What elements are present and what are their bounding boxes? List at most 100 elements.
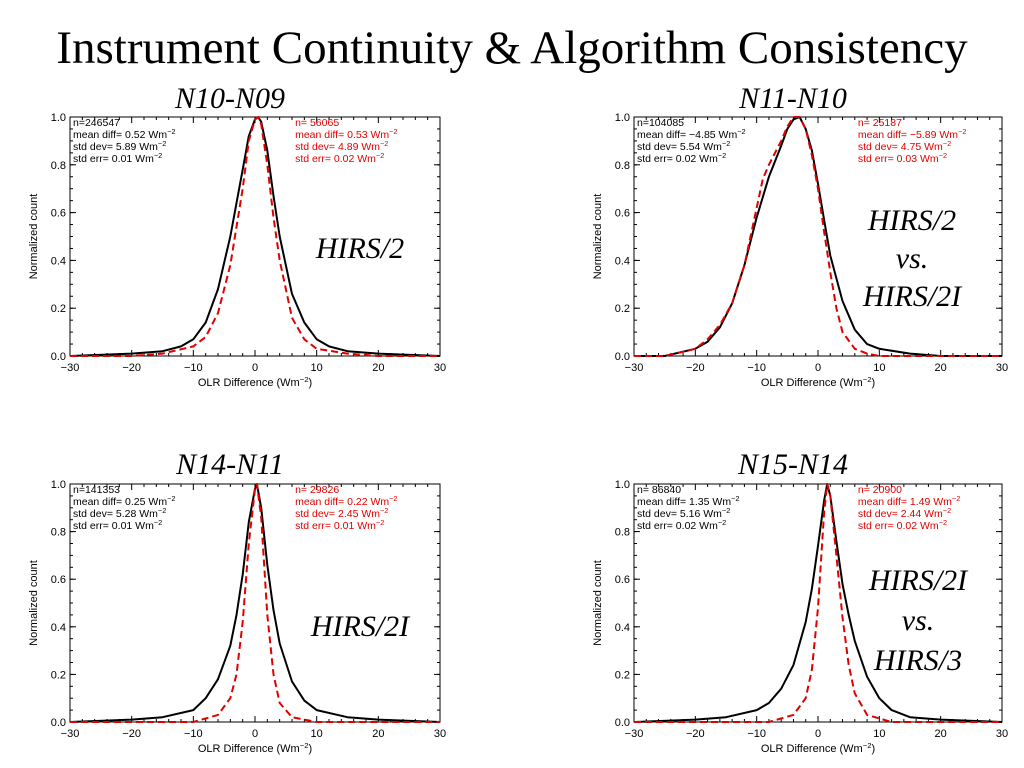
x-axis-label: OLR Difference (Wm−2): [198, 375, 312, 390]
y-tick-label: 1.0: [51, 112, 66, 124]
x-tick-label: 30: [434, 362, 446, 374]
stats-black-line: mean diff= −4.85 Wm−2: [637, 127, 746, 142]
instrument-annotation: vs.: [896, 242, 929, 275]
y-tick-label: 0.4: [615, 255, 630, 267]
y-tick-label: 0.4: [615, 622, 630, 634]
series-line-red-dashed: [634, 116, 1002, 357]
y-tick-label: 0.0: [615, 351, 630, 363]
chart-panel-3: −30 −20 −10 0 10 20 30 0.0 0.2 0.4 0.6 0.8 1.0 OLR Di…: [28, 448, 446, 755]
y-tick-label: 0.2: [615, 303, 630, 315]
stats-black-line: n=104085: [637, 117, 684, 129]
instrument-annotation: HIRS/2: [315, 232, 404, 265]
x-tick-label: −20: [122, 362, 141, 374]
x-tick-label: 10: [311, 362, 323, 374]
stats-black-line: n= 86840: [637, 484, 681, 496]
y-axis-label: Normalized count: [592, 194, 604, 280]
stats-black-line: mean diff= 0.25 Wm−2: [73, 494, 175, 509]
y-axis-label: Normalized count: [28, 560, 40, 646]
x-axis-label: OLR Difference (Wm−2): [761, 741, 875, 756]
stats-red-line: n= 20900: [858, 484, 902, 496]
x-tick-label: 0: [252, 362, 258, 374]
y-tick-label: 0.6: [615, 208, 630, 220]
x-tick-label: −20: [686, 728, 705, 740]
stats-red-line: n= 29826: [295, 484, 339, 496]
chart-title: N10-N09: [174, 82, 285, 115]
series-line-red-dashed: [634, 483, 1002, 723]
x-tick-label: 20: [372, 362, 384, 374]
x-tick-label: −30: [625, 362, 644, 374]
y-tick-label: 0.4: [51, 255, 66, 267]
x-tick-label: −10: [184, 362, 203, 374]
y-tick-label: 0.8: [615, 160, 630, 172]
y-axis-label: Normalized count: [592, 560, 604, 646]
stats-red-line: mean diff= 0.53 Wm−2: [295, 127, 397, 142]
x-tick-label: −20: [122, 728, 141, 740]
stats-black-line: n=141353: [73, 484, 120, 496]
stats-red-line: mean diff= 0.22 Wm−2: [295, 494, 397, 509]
chart-panel-1: −30 −20 −10 0 10 20 30 0.0 0.2 0.4 0.6 0.8 1.0 OLR Di…: [28, 82, 446, 389]
x-axis-label: OLR Difference (Wm−2): [198, 741, 312, 756]
x-tick-label: 10: [873, 728, 885, 740]
y-axis-label: Normalized count: [28, 194, 40, 280]
y-tick-label: 0.6: [615, 574, 630, 586]
x-tick-label: −10: [184, 728, 203, 740]
x-tick-label: 0: [815, 728, 821, 740]
x-tick-label: 20: [372, 728, 384, 740]
stats-red-line: mean diff= 1.49 Wm−2: [858, 494, 960, 509]
x-axis-label: OLR Difference (Wm−2): [761, 375, 875, 390]
series-line-black: [69, 483, 441, 723]
y-tick-label: 0.8: [615, 527, 630, 539]
y-tick-label: 1.0: [615, 112, 630, 124]
x-tick-label: 30: [996, 728, 1008, 740]
y-tick-label: 0.6: [51, 208, 66, 220]
y-tick-label: 1.0: [615, 479, 630, 491]
series-line-red-dashed: [70, 483, 440, 723]
stats-black-line: std err= 0.01 Wm−2: [73, 518, 162, 533]
x-tick-label: 30: [996, 362, 1008, 374]
instrument-annotation: HIRS/2I: [310, 610, 411, 643]
instrument-annotation: HIRS/2: [867, 204, 956, 237]
y-tick-label: 0.8: [51, 160, 66, 172]
stats-red-line: n= 56065: [295, 117, 339, 129]
stats-black-line: std err= 0.02 Wm−2: [637, 151, 726, 166]
instrument-annotation: HIRS/3: [873, 644, 962, 677]
chart-panel-4: −30 −20 −10 0 10 20 30 0.0 0.2 0.4 0.6 0.8 1.0 OLR Di…: [592, 448, 1008, 755]
stats-black-line: std err= 0.02 Wm−2: [637, 518, 726, 533]
y-tick-label: 0.2: [51, 669, 66, 681]
instrument-annotation: HIRS/2I: [862, 280, 963, 313]
stats-red-line: std err= 0.03 Wm−2: [858, 151, 947, 166]
x-tick-label: 10: [873, 362, 885, 374]
x-tick-label: −20: [686, 362, 705, 374]
x-tick-label: −30: [625, 728, 644, 740]
y-tick-label: 0.0: [51, 717, 66, 729]
stats-red-line: std dev= 4.89 Wm−2: [295, 139, 388, 154]
y-tick-label: 0.8: [51, 527, 66, 539]
chart-title: N15-N14: [737, 448, 848, 481]
y-tick-label: 0.2: [615, 669, 630, 681]
chart-panel-2: −30 −20 −10 0 10 20 30 0.0 0.2 0.4 0.6 0.8 1.0 OLR Di…: [592, 82, 1008, 389]
x-tick-label: 20: [935, 362, 947, 374]
y-tick-label: 0.2: [51, 303, 66, 315]
instrument-annotation: HIRS/2I: [868, 564, 969, 597]
x-tick-label: 20: [935, 728, 947, 740]
stats-red-line: std dev= 2.44 Wm−2: [858, 506, 951, 521]
stats-black-line: std dev= 5.89 Wm−2: [73, 139, 166, 154]
y-tick-label: 0.0: [615, 717, 630, 729]
stats-black-line: mean diff= 0.52 Wm−2: [73, 127, 175, 142]
x-tick-label: 0: [252, 728, 258, 740]
chart-title: N11-N10: [738, 82, 847, 115]
y-tick-label: 1.0: [51, 479, 66, 491]
stats-black-line: n=246547: [73, 117, 120, 129]
x-tick-label: 10: [311, 728, 323, 740]
stats-red-line: std err= 0.01 Wm−2: [295, 518, 384, 533]
x-tick-label: −30: [61, 728, 80, 740]
stats-red-line: std err= 0.02 Wm−2: [858, 518, 947, 533]
x-tick-label: 30: [434, 728, 446, 740]
stats-red-line: std dev= 4.75 Wm−2: [858, 139, 951, 154]
y-tick-label: 0.4: [51, 622, 66, 634]
stats-black-line: mean diff= 1.35 Wm−2: [637, 494, 739, 509]
stats-black-line: std err= 0.01 Wm−2: [73, 151, 162, 166]
stats-black-line: std dev= 5.54 Wm−2: [637, 139, 730, 154]
stats-red-line: n= 25187: [858, 117, 902, 129]
